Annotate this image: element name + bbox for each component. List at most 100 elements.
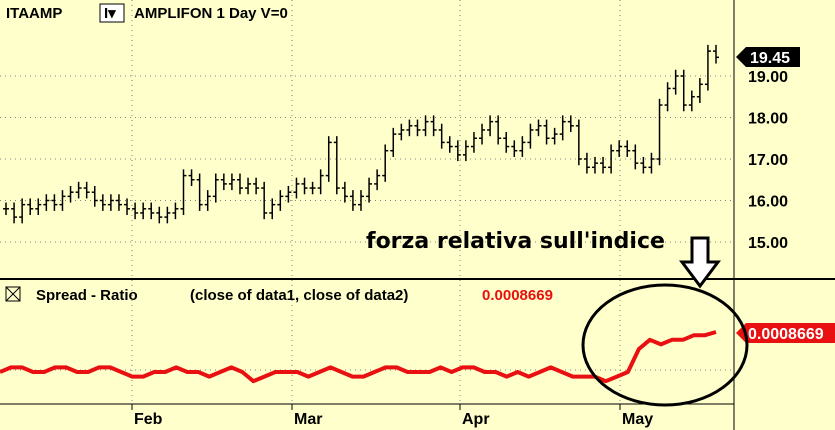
ohlc-bar	[608, 144, 615, 174]
ohlc-bar	[487, 115, 494, 137]
ohlc-bar	[67, 185, 74, 203]
ohlc-bar	[591, 156, 598, 174]
price-bars	[3, 44, 719, 224]
time-tick-labels: Feb Mar Apr May	[131, 404, 653, 428]
ohlc-bar	[35, 198, 42, 216]
ohlc-bar	[656, 98, 663, 166]
ohlc-bar	[672, 69, 679, 95]
ohlc-bar	[632, 144, 639, 170]
ohlc-bar	[333, 136, 340, 195]
ohlc-bar	[640, 156, 647, 174]
ratio-line	[0, 330, 717, 384]
last-price-tag	[736, 47, 800, 67]
price-tick-label: 18.00	[748, 111, 788, 128]
ohlc-bar	[277, 190, 284, 211]
ohlc-bar	[115, 194, 122, 211]
ohlc-bar	[293, 177, 300, 199]
ohlc-bar	[696, 78, 703, 103]
ohlc-bar	[83, 181, 90, 199]
ohlc-bar	[446, 136, 453, 153]
time-tick-label: May	[622, 411, 653, 428]
ohlc-bar	[680, 69, 687, 112]
ohlc-bar	[317, 169, 324, 195]
ohlc-bar	[196, 173, 203, 211]
ohlc-bar	[212, 173, 219, 203]
time-tick-label: Apr	[462, 411, 490, 428]
ohlc-bar	[27, 198, 34, 216]
ohlc-bar	[559, 115, 566, 141]
highlight-ellipse	[581, 283, 749, 407]
ohlc-bar	[575, 119, 582, 166]
ohlc-bar	[503, 132, 510, 153]
ohlc-bar	[341, 181, 348, 203]
ohlc-bar	[43, 194, 50, 211]
symbol-label: ITAAMP	[6, 5, 62, 22]
ohlc-bar	[285, 185, 292, 203]
ohlc-bar	[19, 198, 26, 224]
ohlc-bar	[204, 190, 211, 211]
ohlc-bar	[156, 206, 163, 224]
ohlc-bar	[713, 44, 719, 64]
ohlc-bar	[228, 173, 235, 191]
ohlc-bar	[567, 115, 574, 133]
last-price-value: 19.45	[750, 50, 790, 67]
ohlc-bar	[519, 136, 526, 157]
ohlc-bar	[648, 152, 655, 174]
indicator-label: Spread - Ratio	[36, 287, 138, 304]
ohlc-bar	[495, 115, 502, 145]
ohlc-bar	[414, 119, 421, 137]
ohlc-bar	[583, 152, 590, 174]
chart-title: AMPLIFON 1 Day V=0	[134, 5, 288, 22]
ohlc-bar	[551, 127, 558, 145]
ohlc-bar	[180, 169, 187, 216]
ohlc-bar	[132, 202, 139, 220]
price-grid	[0, 0, 734, 404]
ohlc-bar	[349, 190, 356, 211]
ohlc-bar	[527, 123, 534, 149]
ohlc-bar	[535, 119, 542, 137]
ohlc-bar	[91, 185, 98, 207]
ohlc-bar	[99, 194, 106, 211]
ohlc-bar	[140, 202, 147, 220]
ohlc-bar	[406, 119, 413, 137]
ohlc-bar	[358, 190, 364, 211]
ohlc-bar	[325, 136, 332, 182]
price-tick-label: 17.00	[748, 152, 788, 169]
ohlc-bar	[236, 173, 243, 195]
ohlc-bar	[366, 177, 373, 203]
ohlc-bar	[51, 194, 58, 211]
time-tick-label: Feb	[134, 411, 163, 428]
indicator-tag-value: 0.0008669	[748, 326, 824, 343]
dropdown-caret-icon: I▾	[104, 5, 116, 22]
indicator-value-tag	[736, 323, 835, 343]
symbol-dropdown[interactable]	[99, 3, 125, 23]
ohlc-bar	[107, 194, 114, 211]
ohlc-bar	[543, 119, 550, 145]
price-tick-label: 19.00	[748, 69, 788, 86]
ohlc-bar	[148, 202, 155, 220]
ohlc-bar	[245, 177, 252, 195]
ohlc-bar	[438, 123, 445, 149]
ohlc-bar	[616, 140, 623, 157]
ohlc-bar	[624, 140, 631, 157]
ohlc-bar	[430, 115, 437, 137]
price-tick-label: 15.00	[748, 235, 788, 252]
ohlc-bar	[253, 177, 260, 195]
ohlc-bar	[164, 206, 171, 224]
ohlc-bar	[374, 169, 381, 191]
price-tick-labels: 15.00 16.00 17.00 18.00 19.00	[748, 69, 788, 252]
indicator-params: (close of data1, close of data2)	[190, 287, 408, 304]
ohlc-bar	[59, 190, 66, 211]
ohlc-bar	[75, 181, 82, 199]
ohlc-bar	[688, 90, 695, 112]
ohlc-bar	[261, 181, 268, 220]
ohlc-bar	[269, 198, 276, 220]
annotation-text: forza relativa sull'indice	[366, 229, 665, 254]
ohlc-bar	[511, 140, 518, 157]
ohlc-bar	[390, 127, 397, 157]
ohlc-bar	[470, 132, 477, 153]
ohlc-bar	[309, 181, 316, 195]
price-tick-label: 16.00	[748, 194, 788, 211]
